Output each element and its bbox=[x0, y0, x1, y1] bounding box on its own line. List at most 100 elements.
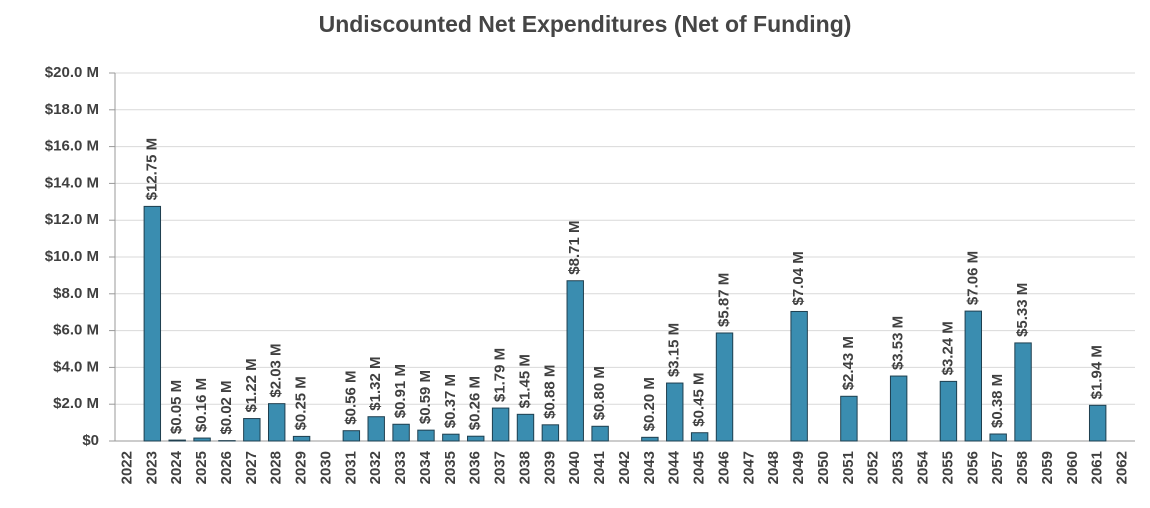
bar bbox=[467, 435, 485, 442]
x-tick-label: 2047 bbox=[740, 451, 757, 484]
value-label: $1.45 M bbox=[516, 354, 533, 408]
bar bbox=[1014, 342, 1032, 442]
y-tick-label: $6.0 M bbox=[53, 322, 99, 339]
value-label: $0.80 M bbox=[591, 366, 608, 420]
value-label: $0.59 M bbox=[417, 370, 434, 424]
bar bbox=[267, 403, 286, 442]
value-label: $3.15 M bbox=[666, 323, 683, 377]
bar bbox=[840, 395, 858, 442]
x-tick-label: 2028 bbox=[268, 451, 285, 484]
value-label: $0.88 M bbox=[541, 365, 558, 419]
x-tick-label: 2035 bbox=[442, 451, 459, 484]
bar bbox=[193, 437, 211, 442]
value-label: $12.75 M bbox=[143, 138, 160, 201]
y-tick-label: $0 bbox=[82, 432, 99, 449]
y-tick-label: $10.0 M bbox=[45, 248, 99, 265]
x-tick-label: 2061 bbox=[1089, 451, 1106, 484]
value-label: $3.53 M bbox=[890, 316, 907, 370]
bar bbox=[541, 424, 560, 442]
x-tick-label: 2023 bbox=[143, 451, 160, 484]
x-tick-label: 2041 bbox=[591, 451, 608, 484]
x-tick-label: 2044 bbox=[666, 450, 683, 484]
chart-title: Undiscounted Net Expenditures (Net of Fu… bbox=[319, 11, 852, 37]
value-label: $0.02 M bbox=[218, 380, 235, 434]
x-tick-label: 2057 bbox=[989, 451, 1006, 484]
x-tick-label: 2027 bbox=[243, 451, 260, 484]
x-tick-label: 2054 bbox=[915, 450, 932, 484]
x-tick-label: 2055 bbox=[939, 451, 956, 484]
x-tick-label: 2059 bbox=[1039, 451, 1056, 484]
x-tick-label: 2029 bbox=[293, 451, 310, 484]
x-tick-label: 2050 bbox=[815, 451, 832, 484]
x-tick-label: 2037 bbox=[492, 451, 509, 484]
value-label: $0.25 M bbox=[293, 376, 310, 430]
x-tick-label: 2024 bbox=[168, 450, 185, 484]
bar bbox=[939, 380, 958, 442]
x-tick-label: 2038 bbox=[516, 451, 533, 484]
bar bbox=[516, 413, 535, 442]
x-tick-label: 2042 bbox=[616, 451, 633, 484]
bar bbox=[591, 425, 609, 442]
bar bbox=[989, 433, 1007, 442]
bar bbox=[1088, 404, 1107, 442]
value-label: $0.20 M bbox=[641, 377, 658, 431]
value-label: $5.87 M bbox=[715, 273, 732, 327]
value-label: $1.94 M bbox=[1089, 345, 1106, 399]
x-tick-label: 2051 bbox=[840, 451, 857, 484]
x-tick-label: 2043 bbox=[641, 451, 658, 484]
x-tick-label: 2056 bbox=[964, 451, 981, 484]
value-label: $1.79 M bbox=[492, 348, 509, 402]
bar bbox=[143, 205, 162, 442]
bar bbox=[417, 429, 435, 442]
x-tick-label: 2026 bbox=[218, 451, 235, 484]
value-label: $2.43 M bbox=[840, 336, 857, 390]
x-tick-label: 2048 bbox=[765, 451, 782, 484]
x-tick-label: 2032 bbox=[367, 451, 384, 484]
x-tick-label: 2062 bbox=[1114, 451, 1131, 484]
value-label: $0.56 M bbox=[342, 370, 359, 424]
x-tick-label: 2033 bbox=[392, 451, 409, 484]
value-label: $0.45 M bbox=[691, 373, 708, 427]
x-tick-label: 2031 bbox=[342, 451, 359, 484]
y-tick-label: $2.0 M bbox=[53, 395, 99, 412]
bar bbox=[392, 423, 410, 442]
x-tick-label: 2025 bbox=[193, 451, 210, 484]
x-tick-label: 2049 bbox=[790, 451, 807, 484]
x-tick-label: 2053 bbox=[890, 451, 907, 484]
value-label: $3.24 M bbox=[939, 321, 956, 375]
x-tick-label: 2030 bbox=[317, 451, 334, 484]
value-label: $1.32 M bbox=[367, 357, 384, 411]
y-tick-label: $4.0 M bbox=[53, 358, 99, 375]
x-tick-label: 2039 bbox=[541, 451, 558, 484]
y-tick-label: $14.0 M bbox=[45, 174, 99, 191]
bar bbox=[889, 375, 908, 442]
x-tick-label: 2036 bbox=[467, 451, 484, 484]
value-label: $0.16 M bbox=[193, 378, 210, 432]
x-tick-label: 2046 bbox=[715, 451, 732, 484]
y-tick-label: $16.0 M bbox=[45, 138, 99, 155]
bar bbox=[666, 382, 684, 442]
x-tick-label: 2040 bbox=[566, 451, 583, 484]
value-label: $7.04 M bbox=[790, 251, 807, 305]
x-tick-label: 2052 bbox=[865, 451, 882, 484]
value-label: $2.03 M bbox=[268, 343, 285, 397]
value-label: $7.06 M bbox=[964, 251, 981, 305]
bar bbox=[342, 430, 361, 442]
y-tick-label: $8.0 M bbox=[53, 285, 99, 302]
value-label: $8.71 M bbox=[566, 221, 583, 275]
bar bbox=[566, 280, 584, 442]
bar bbox=[790, 310, 808, 442]
x-tick-label: 2034 bbox=[417, 450, 434, 484]
value-label: $1.22 M bbox=[243, 358, 260, 412]
bar bbox=[964, 310, 983, 442]
bar bbox=[367, 416, 385, 442]
bar bbox=[715, 332, 734, 442]
bar bbox=[690, 432, 709, 442]
bar bbox=[292, 435, 311, 442]
value-label: $0.91 M bbox=[392, 364, 409, 418]
bar bbox=[491, 407, 510, 442]
y-tick-label: $20.0 M bbox=[45, 64, 99, 81]
value-label: $0.26 M bbox=[467, 376, 484, 430]
value-label: $0.05 M bbox=[168, 380, 185, 434]
